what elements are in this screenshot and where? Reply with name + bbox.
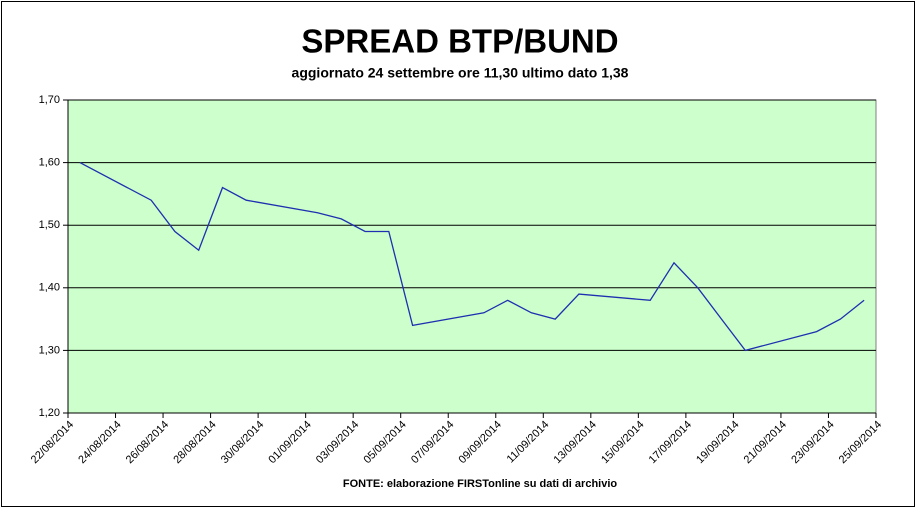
plot-area	[67, 99, 877, 414]
y-tick-label: 1,20	[39, 407, 60, 419]
y-tick-label: 1,30	[39, 344, 60, 356]
y-tick-label: 1,50	[39, 219, 60, 231]
source-note: FONTE: elaborazione FIRSTonline su dati …	[343, 478, 617, 490]
chart-title: SPREAD BTP/BUND	[301, 23, 618, 60]
y-tick-label: 1,70	[39, 94, 60, 106]
chart-subtitle: aggiornato 24 settembre ore 11,30 ultimo…	[292, 65, 629, 81]
data-line	[79, 162, 865, 352]
y-tick-label: 1,40	[39, 282, 60, 294]
y-tick-label: 1,60	[39, 157, 60, 169]
